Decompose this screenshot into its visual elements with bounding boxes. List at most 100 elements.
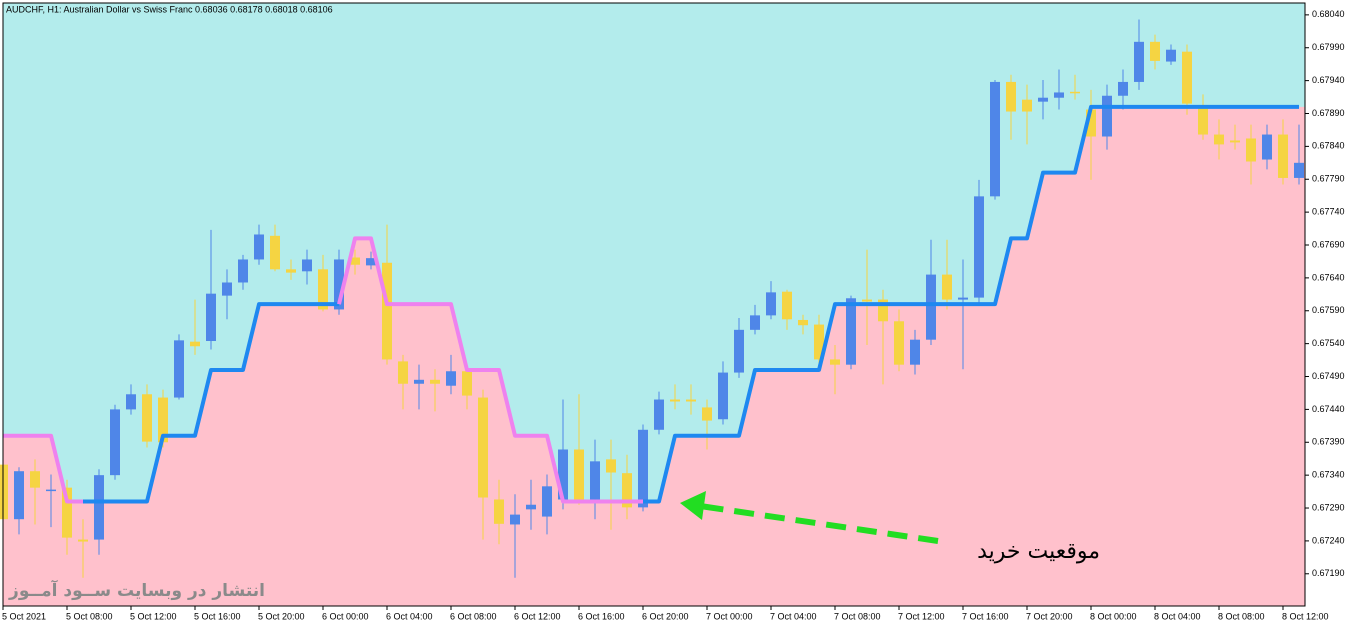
- candle-body: [398, 361, 408, 384]
- annotation: موقعیت خرید: [977, 539, 1100, 564]
- trend-line: [3, 236, 643, 504]
- candle-body: [46, 489, 56, 492]
- x-tick-label: 7 Oct 00:00: [706, 611, 753, 621]
- candle-body: [1102, 95, 1112, 137]
- candle-body: [334, 259, 344, 310]
- candle-body: [1198, 107, 1208, 135]
- candle-body: [926, 274, 936, 340]
- y-tick-label: 0.67340: [1312, 470, 1345, 480]
- candle-body: [414, 379, 424, 384]
- candle-body: [30, 471, 40, 488]
- candle-body: [542, 486, 552, 517]
- candle-body: [1038, 97, 1048, 102]
- candle-body: [110, 409, 120, 476]
- candle-body: [1166, 49, 1176, 62]
- candle-body: [1134, 41, 1144, 82]
- candle-body: [590, 461, 600, 500]
- y-tick-label: 0.67290: [1312, 502, 1345, 512]
- candle-body: [750, 315, 760, 330]
- x-tick-label: 5 Oct 2021: [2, 611, 46, 621]
- x-tick-label: 8 Oct 12:00: [1282, 611, 1329, 621]
- candle-body: [910, 339, 920, 365]
- candle-body: [142, 394, 152, 442]
- candle-body: [1054, 92, 1064, 98]
- candle-body: [862, 299, 872, 302]
- candle-body: [1278, 134, 1288, 178]
- candle-body: [654, 399, 664, 430]
- candle-body: [974, 196, 984, 298]
- candle-body: [14, 471, 24, 520]
- candle-body: [270, 235, 280, 270]
- candle-body: [526, 504, 536, 510]
- y-tick-label: 0.67740: [1312, 207, 1345, 217]
- candle-body: [1086, 109, 1096, 137]
- y-tick-label: 0.67840: [1312, 141, 1345, 151]
- y-tick-label: 0.67940: [1312, 75, 1345, 85]
- area-layer: [3, 106, 1305, 606]
- candle-body: [302, 259, 312, 272]
- candle-body: [1118, 81, 1128, 96]
- candle-body: [734, 329, 744, 373]
- candle-body: [446, 371, 456, 386]
- candle-body: [318, 269, 328, 310]
- y-tick-label: 0.67640: [1312, 272, 1345, 282]
- candle-body: [1182, 51, 1192, 104]
- candle-body: [190, 341, 200, 347]
- y-tick-label: 0.67490: [1312, 371, 1345, 381]
- x-tick-label: 8 Oct 08:00: [1218, 611, 1265, 621]
- y-tick-label: 0.67690: [1312, 239, 1345, 249]
- candle-body: [638, 429, 648, 508]
- candle-body: [574, 449, 584, 500]
- candle-body: [478, 397, 488, 498]
- candle-body: [894, 321, 904, 365]
- candle-body: [238, 259, 248, 283]
- x-tick-label: 8 Oct 00:00: [1090, 611, 1137, 621]
- y-tick-label: 0.68040: [1312, 9, 1345, 19]
- x-tick-label: 5 Oct 12:00: [130, 611, 177, 621]
- trend-line: [83, 104, 1299, 504]
- y-tick-label: 0.67890: [1312, 108, 1345, 118]
- x-tick-label: 6 Oct 04:00: [386, 611, 433, 621]
- chart-title: AUDCHF, H1: Australian Dollar vs Swiss F…: [6, 4, 333, 14]
- candle-body: [814, 324, 824, 360]
- candle-body: [254, 234, 264, 260]
- x-tick-label: 7 Oct 20:00: [1026, 611, 1073, 621]
- below-area: [3, 106, 1305, 606]
- arrow-line: [699, 503, 939, 544]
- candle-body: [1246, 138, 1256, 162]
- candle-body: [1214, 134, 1224, 145]
- candle-body: [174, 340, 184, 398]
- x-tick-label: 8 Oct 04:00: [1154, 611, 1201, 621]
- axes-layer: 0.68040 0.67990 0.67940 0.67890 0.67840 0.677…: [2, 9, 1345, 621]
- y-tick-label: 0.67240: [1312, 535, 1345, 545]
- candle-body: [1230, 140, 1240, 143]
- candle-body: [206, 293, 216, 342]
- candle-body: [670, 399, 680, 402]
- x-tick-label: 6 Oct 00:00: [322, 611, 369, 621]
- x-tick-label: 6 Oct 16:00: [578, 611, 625, 621]
- candle-body: [78, 539, 88, 542]
- plot-frame: [2, 2, 1306, 607]
- x-tick-label: 7 Oct 08:00: [834, 611, 881, 621]
- candle-body: [158, 397, 168, 443]
- line-layer: [3, 104, 1299, 504]
- arrow-head: [680, 491, 706, 520]
- watermark: انتشار در وبسایت ســود آمــوز: [8, 579, 265, 601]
- candle-body: [62, 487, 72, 538]
- candle-body: [1150, 41, 1160, 61]
- candle-body: [718, 372, 728, 420]
- candle-body: [366, 258, 376, 266]
- y-tick-label: 0.67790: [1312, 174, 1345, 184]
- candle-body: [958, 297, 968, 300]
- candle-layer: [0, 19, 1304, 578]
- candle-body: [462, 371, 472, 396]
- y-tick-label: 0.67590: [1312, 305, 1345, 315]
- x-tick-label: 6 Oct 12:00: [514, 611, 561, 621]
- candle-body: [430, 379, 440, 384]
- candle-body: [830, 359, 840, 365]
- candle-body: [766, 292, 776, 316]
- candle-body: [782, 291, 792, 320]
- x-tick-label: 6 Oct 08:00: [450, 611, 497, 621]
